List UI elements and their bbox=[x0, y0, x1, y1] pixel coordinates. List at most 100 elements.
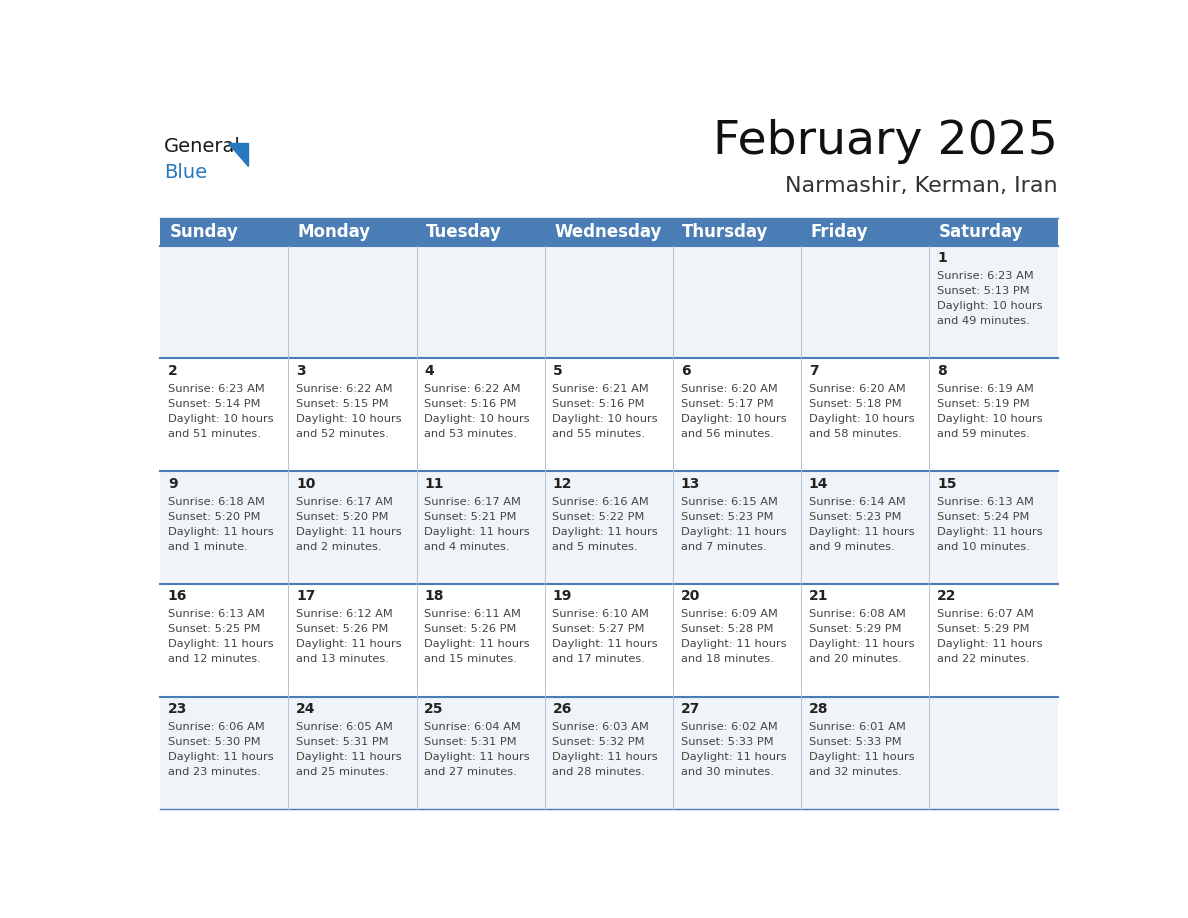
FancyBboxPatch shape bbox=[160, 246, 1057, 358]
FancyBboxPatch shape bbox=[160, 471, 1057, 584]
Text: Sunset: 5:27 PM: Sunset: 5:27 PM bbox=[552, 624, 645, 634]
Text: Sunset: 5:29 PM: Sunset: 5:29 PM bbox=[809, 624, 902, 634]
Text: Daylight: 11 hours: Daylight: 11 hours bbox=[552, 527, 658, 537]
Text: Sunset: 5:24 PM: Sunset: 5:24 PM bbox=[937, 511, 1030, 521]
Text: Narmashir, Kerman, Iran: Narmashir, Kerman, Iran bbox=[785, 175, 1057, 196]
Text: Sunset: 5:28 PM: Sunset: 5:28 PM bbox=[681, 624, 773, 634]
Text: 18: 18 bbox=[424, 589, 444, 603]
Text: and 23 minutes.: and 23 minutes. bbox=[168, 767, 260, 777]
Text: 26: 26 bbox=[552, 702, 571, 716]
Text: 28: 28 bbox=[809, 702, 828, 716]
Text: Sunset: 5:16 PM: Sunset: 5:16 PM bbox=[552, 398, 645, 409]
Text: Daylight: 11 hours: Daylight: 11 hours bbox=[809, 752, 915, 762]
Text: Sunrise: 6:14 AM: Sunrise: 6:14 AM bbox=[809, 497, 905, 507]
Text: and 18 minutes.: and 18 minutes. bbox=[681, 655, 773, 665]
Text: and 58 minutes.: and 58 minutes. bbox=[809, 429, 902, 439]
Text: Sunset: 5:22 PM: Sunset: 5:22 PM bbox=[552, 511, 645, 521]
FancyBboxPatch shape bbox=[672, 218, 801, 246]
Text: Sunrise: 6:08 AM: Sunrise: 6:08 AM bbox=[809, 610, 905, 620]
Text: 15: 15 bbox=[937, 476, 956, 490]
Text: Daylight: 10 hours: Daylight: 10 hours bbox=[809, 414, 915, 424]
Text: 8: 8 bbox=[937, 364, 947, 378]
Text: 14: 14 bbox=[809, 476, 828, 490]
Text: Sunrise: 6:13 AM: Sunrise: 6:13 AM bbox=[937, 497, 1034, 507]
Text: 13: 13 bbox=[681, 476, 700, 490]
Text: Daylight: 11 hours: Daylight: 11 hours bbox=[937, 639, 1043, 649]
Text: Sunrise: 6:11 AM: Sunrise: 6:11 AM bbox=[424, 610, 522, 620]
Text: Sunrise: 6:22 AM: Sunrise: 6:22 AM bbox=[424, 384, 520, 394]
Text: Sunset: 5:25 PM: Sunset: 5:25 PM bbox=[168, 624, 260, 634]
Text: Sunset: 5:29 PM: Sunset: 5:29 PM bbox=[937, 624, 1030, 634]
Text: February 2025: February 2025 bbox=[713, 119, 1057, 164]
Text: Daylight: 10 hours: Daylight: 10 hours bbox=[937, 414, 1043, 424]
FancyBboxPatch shape bbox=[929, 218, 1057, 246]
Text: and 5 minutes.: and 5 minutes. bbox=[552, 542, 638, 552]
Text: Sunrise: 6:19 AM: Sunrise: 6:19 AM bbox=[937, 384, 1034, 394]
Text: Sunset: 5:26 PM: Sunset: 5:26 PM bbox=[424, 624, 517, 634]
Text: Daylight: 11 hours: Daylight: 11 hours bbox=[937, 527, 1043, 537]
Text: Sunset: 5:26 PM: Sunset: 5:26 PM bbox=[296, 624, 388, 634]
Text: and 7 minutes.: and 7 minutes. bbox=[681, 542, 766, 552]
FancyBboxPatch shape bbox=[160, 697, 1057, 810]
Text: Sunrise: 6:10 AM: Sunrise: 6:10 AM bbox=[552, 610, 650, 620]
Text: Daylight: 10 hours: Daylight: 10 hours bbox=[296, 414, 402, 424]
Text: Sunrise: 6:01 AM: Sunrise: 6:01 AM bbox=[809, 722, 905, 732]
Text: Daylight: 11 hours: Daylight: 11 hours bbox=[168, 752, 273, 762]
Text: 20: 20 bbox=[681, 589, 700, 603]
Text: Daylight: 11 hours: Daylight: 11 hours bbox=[168, 639, 273, 649]
Text: Sunset: 5:20 PM: Sunset: 5:20 PM bbox=[296, 511, 388, 521]
Text: and 13 minutes.: and 13 minutes. bbox=[296, 655, 388, 665]
Text: General: General bbox=[164, 137, 241, 156]
Text: Sunrise: 6:20 AM: Sunrise: 6:20 AM bbox=[809, 384, 905, 394]
Text: Daylight: 11 hours: Daylight: 11 hours bbox=[809, 639, 915, 649]
Text: Sunset: 5:13 PM: Sunset: 5:13 PM bbox=[937, 286, 1030, 297]
Text: Sunset: 5:23 PM: Sunset: 5:23 PM bbox=[681, 511, 773, 521]
Text: Sunrise: 6:18 AM: Sunrise: 6:18 AM bbox=[168, 497, 265, 507]
Text: Blue: Blue bbox=[164, 162, 207, 182]
Text: and 51 minutes.: and 51 minutes. bbox=[168, 429, 260, 439]
Text: 2: 2 bbox=[168, 364, 178, 378]
Text: Sunset: 5:33 PM: Sunset: 5:33 PM bbox=[681, 737, 773, 747]
Text: Sunrise: 6:03 AM: Sunrise: 6:03 AM bbox=[552, 722, 650, 732]
Text: Daylight: 11 hours: Daylight: 11 hours bbox=[809, 527, 915, 537]
Text: Sunset: 5:14 PM: Sunset: 5:14 PM bbox=[168, 398, 260, 409]
Text: 23: 23 bbox=[168, 702, 188, 716]
Text: Sunrise: 6:02 AM: Sunrise: 6:02 AM bbox=[681, 722, 777, 732]
Text: and 56 minutes.: and 56 minutes. bbox=[681, 429, 773, 439]
Text: Sunrise: 6:17 AM: Sunrise: 6:17 AM bbox=[296, 497, 393, 507]
Text: Sunset: 5:18 PM: Sunset: 5:18 PM bbox=[809, 398, 902, 409]
Text: Wednesday: Wednesday bbox=[554, 223, 662, 241]
Text: and 2 minutes.: and 2 minutes. bbox=[296, 542, 381, 552]
Text: Sunset: 5:31 PM: Sunset: 5:31 PM bbox=[424, 737, 517, 747]
Text: 11: 11 bbox=[424, 476, 444, 490]
Text: Sunrise: 6:23 AM: Sunrise: 6:23 AM bbox=[937, 271, 1034, 281]
Text: Daylight: 11 hours: Daylight: 11 hours bbox=[681, 639, 786, 649]
Text: and 4 minutes.: and 4 minutes. bbox=[424, 542, 510, 552]
Text: Sunset: 5:17 PM: Sunset: 5:17 PM bbox=[681, 398, 773, 409]
Text: and 27 minutes.: and 27 minutes. bbox=[424, 767, 517, 777]
Text: and 17 minutes.: and 17 minutes. bbox=[552, 655, 645, 665]
FancyBboxPatch shape bbox=[801, 218, 929, 246]
Text: Daylight: 10 hours: Daylight: 10 hours bbox=[937, 301, 1043, 311]
Text: Daylight: 10 hours: Daylight: 10 hours bbox=[168, 414, 273, 424]
Text: Daylight: 11 hours: Daylight: 11 hours bbox=[424, 639, 530, 649]
Text: Sunday: Sunday bbox=[170, 223, 239, 241]
Text: and 12 minutes.: and 12 minutes. bbox=[168, 655, 260, 665]
Text: and 15 minutes.: and 15 minutes. bbox=[424, 655, 517, 665]
Text: and 49 minutes.: and 49 minutes. bbox=[937, 316, 1030, 326]
FancyBboxPatch shape bbox=[160, 218, 289, 246]
FancyBboxPatch shape bbox=[160, 584, 1057, 697]
Text: Sunrise: 6:07 AM: Sunrise: 6:07 AM bbox=[937, 610, 1034, 620]
Text: 25: 25 bbox=[424, 702, 444, 716]
Text: 24: 24 bbox=[296, 702, 316, 716]
Text: and 53 minutes.: and 53 minutes. bbox=[424, 429, 517, 439]
Text: 22: 22 bbox=[937, 589, 956, 603]
Text: Sunrise: 6:04 AM: Sunrise: 6:04 AM bbox=[424, 722, 522, 732]
Text: Saturday: Saturday bbox=[939, 223, 1023, 241]
Text: Sunset: 5:16 PM: Sunset: 5:16 PM bbox=[424, 398, 517, 409]
Text: Sunset: 5:33 PM: Sunset: 5:33 PM bbox=[809, 737, 902, 747]
Text: 9: 9 bbox=[168, 476, 177, 490]
Text: Sunset: 5:21 PM: Sunset: 5:21 PM bbox=[424, 511, 517, 521]
Text: 19: 19 bbox=[552, 589, 571, 603]
Text: Sunrise: 6:09 AM: Sunrise: 6:09 AM bbox=[681, 610, 778, 620]
